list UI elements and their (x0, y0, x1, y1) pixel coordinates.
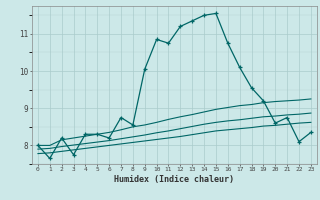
X-axis label: Humidex (Indice chaleur): Humidex (Indice chaleur) (115, 175, 234, 184)
